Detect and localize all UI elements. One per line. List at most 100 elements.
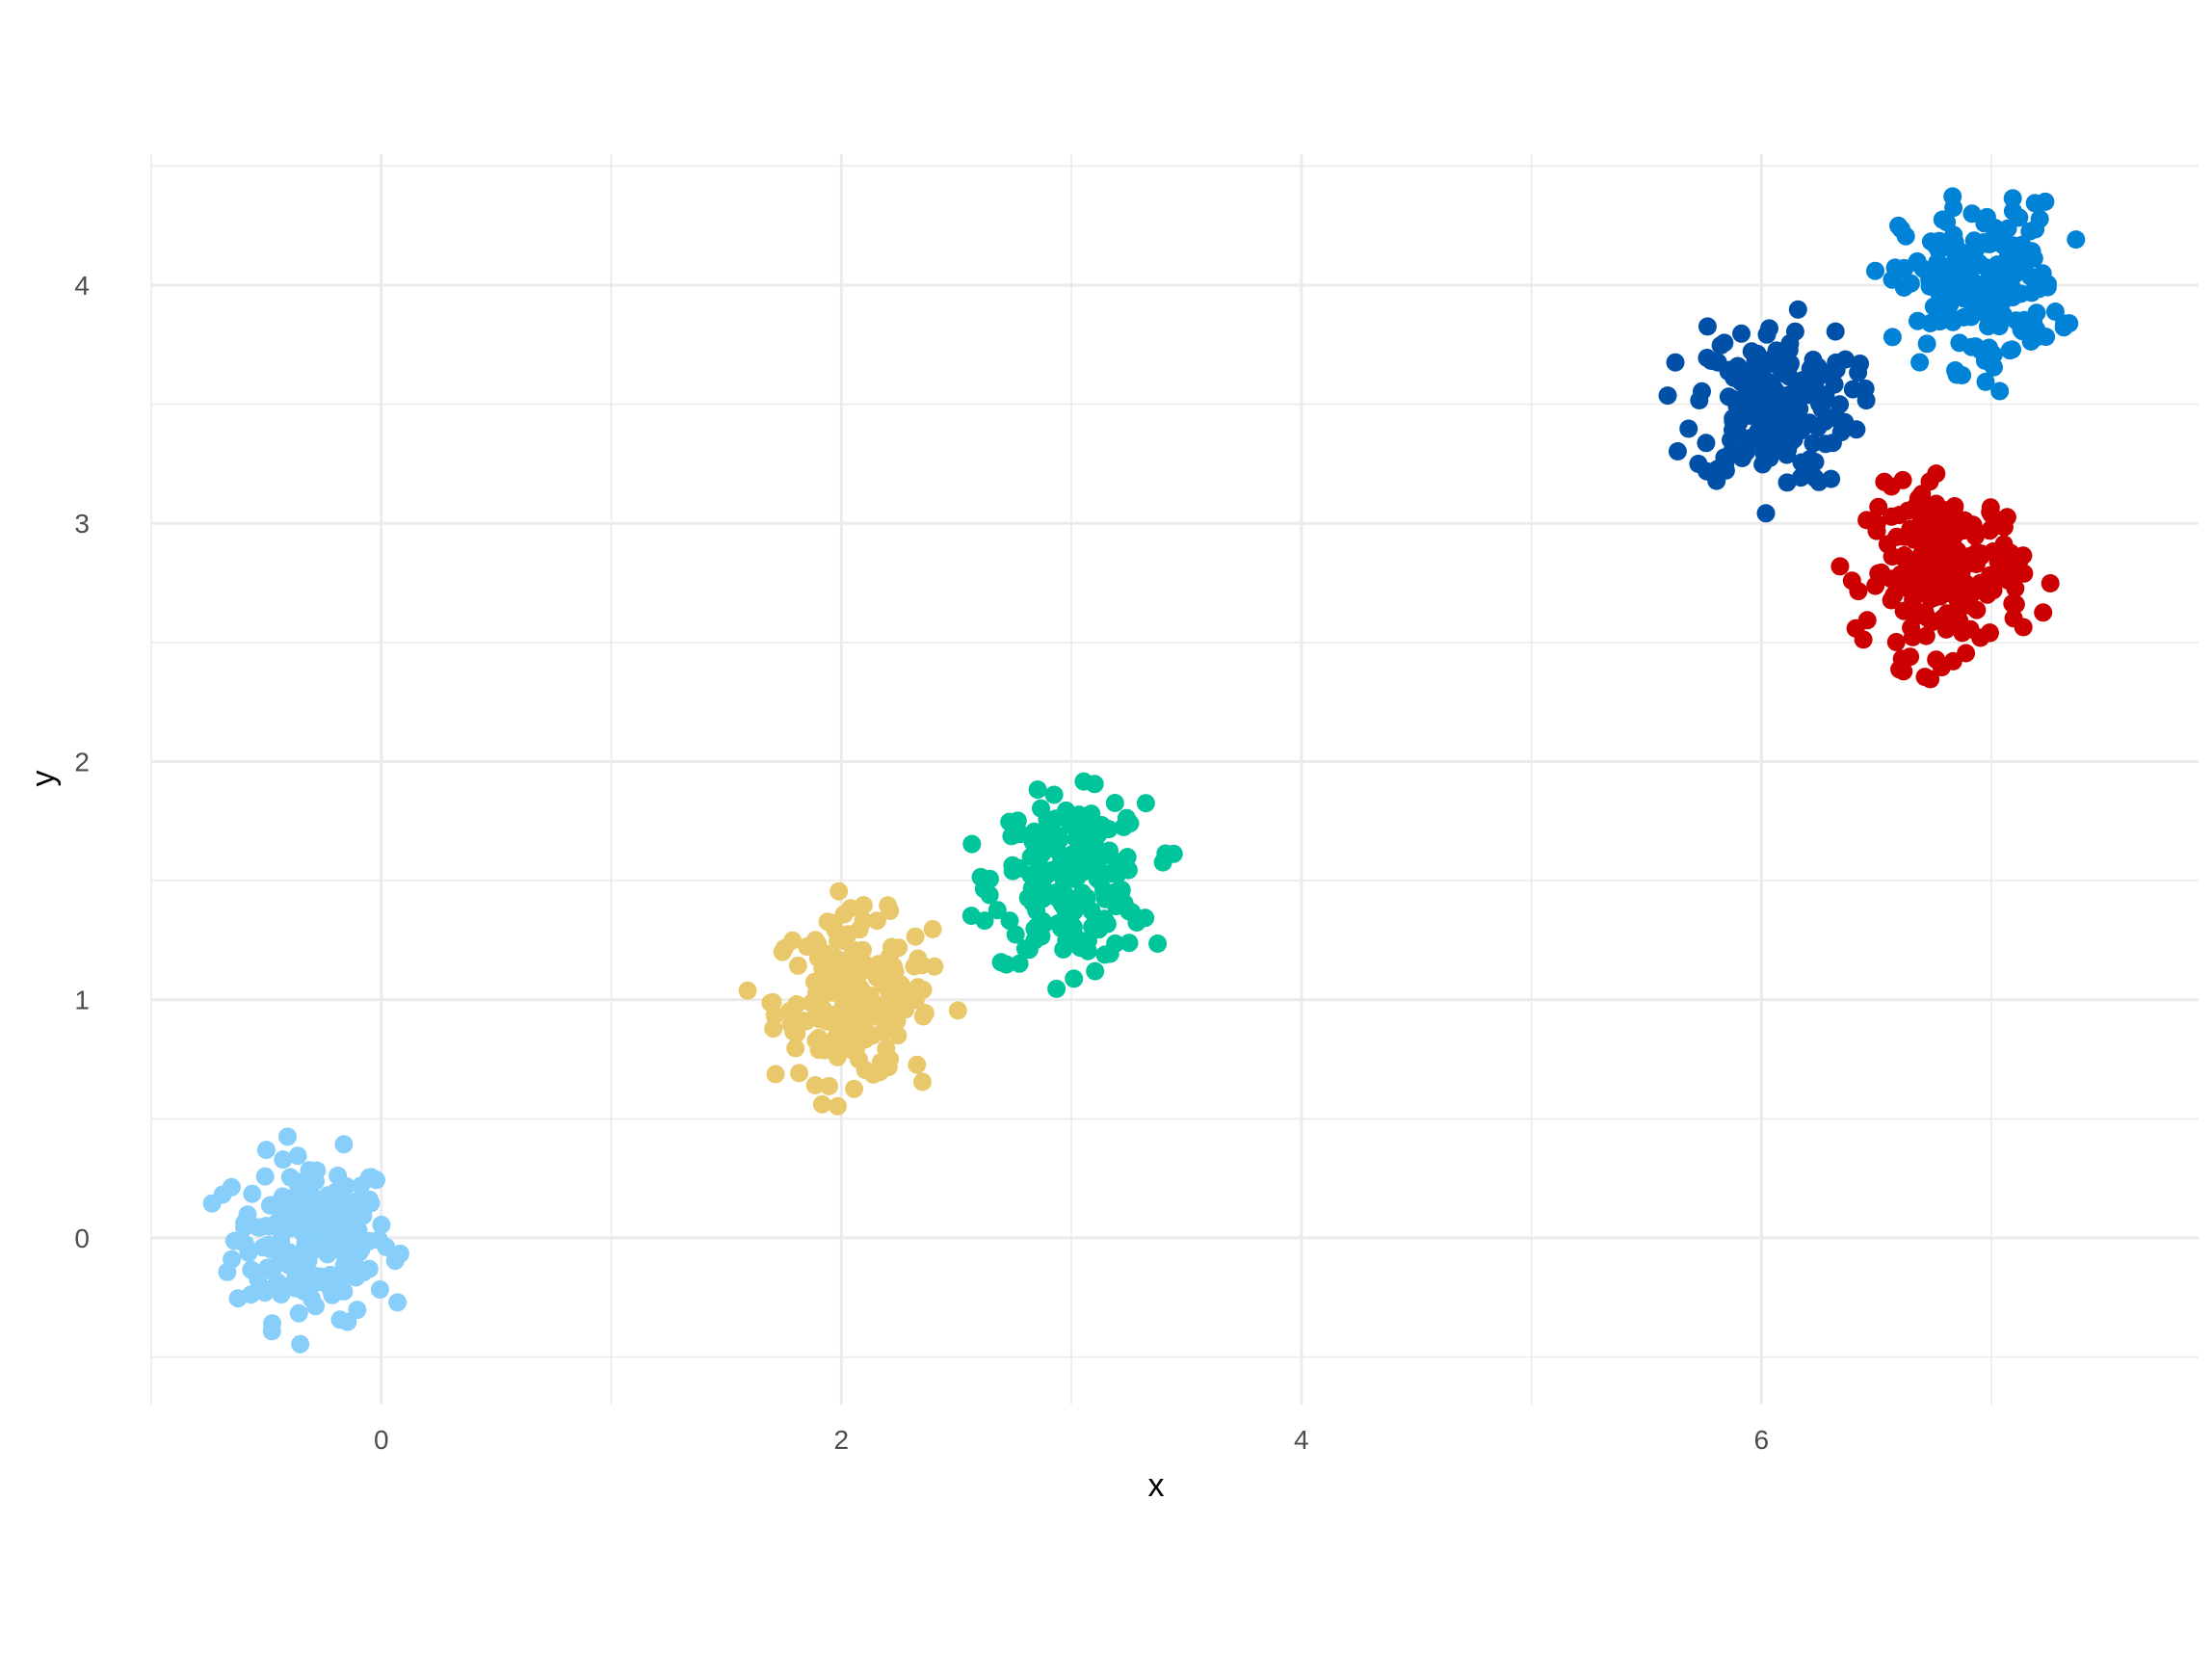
scatter-point [2014,546,2033,566]
scatter-point [1943,187,1962,206]
scatter-point [1893,470,1912,489]
scatter-point [1065,969,1084,988]
scatter-point [1892,649,1911,669]
scatter-point [845,1009,864,1028]
scatter-point [261,1240,280,1259]
scatter-point [962,834,982,854]
scatter-point [805,1076,825,1094]
scatter-point [766,1065,785,1084]
scatter-point [2036,192,2055,211]
scatter-point [764,1019,783,1039]
scatter-point [1917,334,1936,354]
scatter-point [1937,310,1957,329]
scatter-point [2054,318,2073,337]
scatter-point [250,1218,269,1237]
scatter-point [1857,611,1877,630]
scatter-point [390,1244,409,1263]
scatter-point [2020,222,2040,241]
scatter-point [1025,919,1044,938]
scatter-point [854,896,873,915]
scatter-point [1083,917,1102,936]
scatter-point [1136,794,1155,813]
scatter-point [1998,571,2017,590]
scatter-point [2003,189,2022,208]
scatter-point [1805,468,1825,487]
scatter-point [249,1270,268,1289]
scatter-point [235,1213,254,1232]
scatter-point [289,1303,308,1323]
scatter-point [1964,522,1984,541]
scatter-point [1730,392,1750,411]
scatter-point [1707,471,1726,490]
scatter-point [1894,601,1913,620]
scatter-point [1034,868,1053,886]
scatter-point [2030,279,2048,299]
scatter-point [1984,573,2003,592]
scatter-point [1044,785,1064,804]
scatter-point [889,938,908,958]
scatter-point [1994,535,2014,554]
scatter-point [980,885,999,905]
scatter-point [1957,250,1975,269]
x-tick-label: 4 [1294,1425,1309,1455]
scatter-point [1898,501,1917,520]
scatter-point [829,1012,848,1031]
scatter-point [1946,361,1964,380]
scatter-point [1957,574,1976,593]
scatter-point [1988,255,2007,275]
scatter-point [273,1187,292,1206]
scatter-point [1800,385,1819,405]
scatter-point [334,1221,354,1240]
scatter-point [2006,264,2025,283]
scatter-point [1105,885,1124,905]
scatter-point [872,964,891,984]
scatter-point [1105,794,1124,812]
scatter-point [790,1064,808,1083]
scatter-point [388,1293,408,1312]
scatter-point [1114,818,1133,836]
scatter-point [236,1234,254,1253]
scatter-point [923,920,942,938]
scatter-point [242,1285,261,1304]
scatter-point [1729,412,1749,432]
scatter-point [812,1094,831,1114]
scatter-point [805,931,825,950]
scatter-point [826,1036,845,1055]
scatter-point [1800,413,1819,433]
scatter-point [913,980,933,999]
scatter-point [1921,232,1940,251]
scatter-point [1822,469,1841,488]
scatter-point [299,1251,318,1271]
scatter-point [345,1242,364,1261]
scatter-point [1886,633,1906,651]
scatter-point [906,927,925,946]
scatter-point [1825,375,1844,394]
scatter-point [1842,571,1861,591]
scatter-point [761,993,780,1013]
scatter-point [1985,357,2003,377]
scatter-point [1854,630,1873,649]
scatter-point [1945,283,1964,302]
scatter-point [881,902,900,920]
scatter-point [1095,945,1115,964]
y-tick-label: 1 [74,986,90,1015]
scatter-point [908,1055,927,1074]
scatter-point [1041,817,1061,835]
scatter-point [255,1167,275,1186]
scatter-point [306,1297,325,1316]
y-tick-label: 3 [74,509,90,539]
scatter-point [1658,386,1677,406]
y-tick-label: 0 [74,1224,90,1253]
scatter-point [1792,453,1811,472]
scatter-point [848,959,867,978]
scatter-point [1119,860,1138,880]
scatter-point [1000,911,1019,931]
scatter-point [788,956,807,975]
scatter-point [850,1050,868,1069]
scatter-point [829,932,847,950]
scatter-point [1760,319,1778,338]
scatter-point [1981,503,2000,521]
x-tick-label: 0 [374,1425,389,1455]
scatter-point [326,1183,345,1202]
